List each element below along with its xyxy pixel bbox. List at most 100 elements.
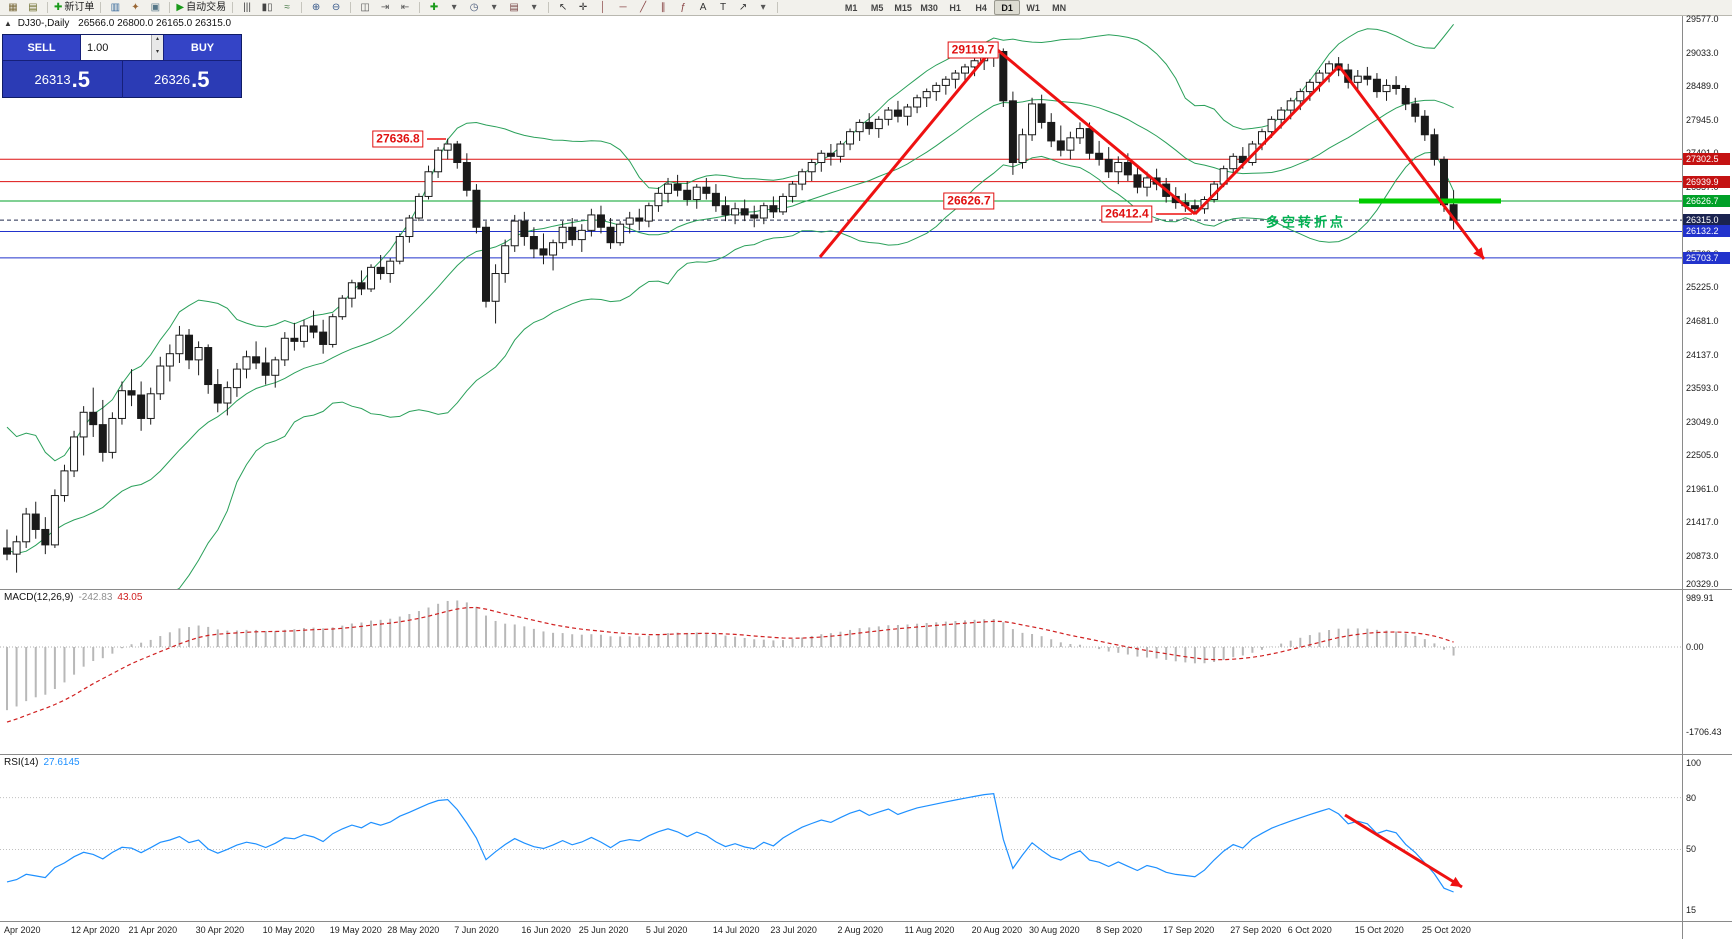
timeframe-h4[interactable]: H4 <box>975 2 987 13</box>
label-icon[interactable]: T <box>713 1 733 15</box>
candle-body <box>376 266 385 275</box>
volume-down-button[interactable]: ▾ <box>152 47 163 60</box>
autotrading-button[interactable]: ▶ 自动交易 <box>174 1 228 15</box>
chart-shift-icon[interactable]: ⇤ <box>395 1 415 15</box>
price-annotation-26626.7[interactable]: 26626.7 <box>943 192 995 210</box>
sell-price[interactable]: 26313.5 <box>3 61 123 98</box>
time-scale[interactable]: Apr 2020 12 Apr 2020 21 Apr 2020 30 Apr 202… <box>0 922 1682 939</box>
text-icon[interactable]: A <box>693 1 713 15</box>
trend-arrow-0[interactable] <box>818 46 996 258</box>
trendline-icon[interactable]: ╱ <box>633 1 653 15</box>
rsi-trend-arrow[interactable] <box>1344 813 1463 889</box>
channel-icon[interactable]: ∥ <box>653 1 673 15</box>
trend-arrow-2[interactable] <box>1193 64 1341 216</box>
market-watch-icon[interactable]: ▥ <box>105 1 125 15</box>
pane-separator[interactable] <box>0 754 1732 755</box>
auto-scroll-icon[interactable]: ⇥ <box>375 1 395 15</box>
bollinger-middle-line[interactable] <box>6 98 1454 555</box>
price-annotation-29119.7[interactable]: 29119.7 <box>947 41 999 59</box>
price-scale[interactable]: 29577.029033.028489.027945.027401.026857… <box>1683 14 1732 939</box>
candle-body <box>60 470 69 497</box>
arrows-icon[interactable]: ↗ <box>733 1 753 15</box>
profiles-icon[interactable]: ▤ <box>23 1 43 15</box>
templates-dropdown-icon[interactable]: ▾ <box>524 1 544 15</box>
candle-body <box>367 266 376 290</box>
line-chart-icon: ≈ <box>284 1 290 13</box>
time-label: 15 Oct 2020 <box>1354 925 1404 935</box>
candlestick-chart-icon[interactable]: ▮▯ <box>257 1 277 15</box>
crosshair-icon[interactable]: ✛ <box>573 1 593 15</box>
periods-dropdown-icon[interactable]: ▾ <box>484 1 504 15</box>
rsi-tick: 80 <box>1686 792 1697 803</box>
candle-body <box>520 220 529 238</box>
timeframe-m5[interactable]: M5 <box>870 2 884 13</box>
time-label: 20 Aug 2020 <box>971 925 1023 935</box>
rsi-name: RSI(14) <box>4 757 39 768</box>
candle-body <box>1037 103 1046 123</box>
candle-body <box>462 162 471 191</box>
sell-button[interactable]: SELL <box>3 35 81 60</box>
zoom-in-icon[interactable]: ⊕ <box>306 1 326 15</box>
candle-body <box>12 541 21 555</box>
price-chart-canvas[interactable] <box>0 16 1682 589</box>
one-click-collapse-icon[interactable]: ▲ <box>4 19 12 28</box>
timeframe-mn[interactable]: MN <box>1052 2 1067 13</box>
candle-body <box>1095 152 1104 160</box>
candle-body <box>1075 128 1084 139</box>
periods-icon[interactable]: ◷ <box>464 1 484 15</box>
new-chart-icon[interactable]: ▦ <box>3 1 23 15</box>
bars-chart-icon[interactable]: ||| <box>237 1 257 15</box>
rsi-tick: 50 <box>1686 844 1697 855</box>
candle-body <box>539 248 548 256</box>
turning-point-note[interactable]: 多空转折点 <box>1265 214 1347 230</box>
indicators-icon[interactable]: ✚ <box>424 1 444 15</box>
candle-body <box>443 143 452 151</box>
buy-price-big-digit: .5 <box>191 66 210 92</box>
candle-body <box>1401 88 1410 105</box>
candle-body <box>3 547 11 555</box>
horizontal-line-icon[interactable]: ─ <box>613 1 633 15</box>
cursor-icon[interactable]: ↖ <box>553 1 573 15</box>
trend-arrow-3[interactable] <box>1337 65 1486 260</box>
line-chart-icon[interactable]: ≈ <box>277 1 297 15</box>
pane-separator[interactable] <box>0 589 1732 590</box>
price-annotation-26412.4[interactable]: 26412.4 <box>1101 205 1153 223</box>
price-annotation-27636.8[interactable]: 27636.8 <box>372 130 424 148</box>
zoom-out-icon[interactable]: ⊖ <box>326 1 346 15</box>
candles-series[interactable] <box>3 47 1458 573</box>
templates-icon[interactable]: ▤ <box>504 1 524 15</box>
bollinger-lower-line[interactable] <box>7 151 1455 589</box>
rsi-canvas[interactable] <box>0 754 1682 921</box>
fibonacci-icon[interactable]: ƒ <box>673 1 693 15</box>
timeframe-w1[interactable]: W1 <box>1026 2 1040 13</box>
timeframe-h1[interactable]: H1 <box>949 2 961 13</box>
candle-body <box>472 189 481 228</box>
candle-body <box>1104 158 1113 173</box>
timeframe-m15[interactable]: M15 <box>894 2 912 13</box>
indicators-dropdown-icon[interactable]: ▾ <box>444 1 464 15</box>
new-order-button[interactable]: ✚ 新订单 <box>52 1 96 15</box>
candle-body <box>1143 177 1152 188</box>
macd-canvas[interactable] <box>0 589 1682 754</box>
crosshair-icon: ✛ <box>578 1 588 13</box>
terminal-icon[interactable]: ▣ <box>145 1 165 15</box>
timeframe-d1[interactable]: D1 <box>994 0 1021 15</box>
trend-arrow-1[interactable] <box>993 45 1196 216</box>
price-tick: 27945.0 <box>1686 114 1719 125</box>
channel-icon: ∥ <box>660 1 666 13</box>
navigator-icon[interactable]: ✦ <box>125 1 145 15</box>
candle-body <box>232 368 241 389</box>
volume-input[interactable] <box>81 35 151 60</box>
tile-windows-icon[interactable]: ◫ <box>355 1 375 15</box>
volume-up-button[interactable]: ▴ <box>152 35 163 48</box>
bollinger-upper-line[interactable] <box>6 23 1454 462</box>
candle-body <box>865 121 874 130</box>
candle-body <box>683 189 692 201</box>
buy-price[interactable]: 26326.5 <box>123 61 242 98</box>
shapes-dropdown-icon[interactable]: ▾ <box>753 1 773 15</box>
timeframe-m1[interactable]: M1 <box>844 2 858 13</box>
vertical-line-icon[interactable]: │ <box>593 1 613 15</box>
buy-button[interactable]: BUY <box>163 35 241 60</box>
candle-body <box>644 205 653 222</box>
timeframe-m30[interactable]: M30 <box>920 2 938 13</box>
